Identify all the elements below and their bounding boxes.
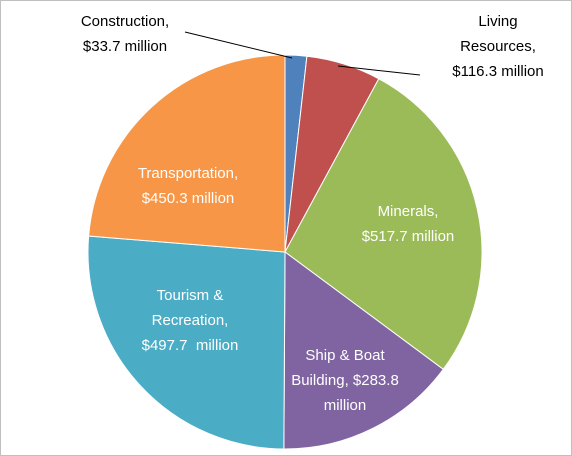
- data-label: Living: [478, 13, 517, 30]
- leader-line: [337, 65, 421, 76]
- data-label: $116.3 million: [452, 63, 543, 80]
- data-label: $517.7 million: [362, 228, 455, 245]
- data-label: Ship & Boat: [305, 347, 385, 364]
- pie-slice: [87, 235, 286, 450]
- data-label: Transportation,: [138, 165, 238, 182]
- data-label: $497.7 million: [142, 337, 239, 354]
- data-label: million: [324, 397, 367, 414]
- pie-slice: [283, 251, 444, 450]
- data-label: Recreation,: [152, 312, 229, 329]
- data-label: Tourism &: [157, 287, 224, 304]
- pie-slice: [284, 78, 483, 371]
- data-label: Resources,: [460, 38, 536, 55]
- data-label: Building, $283.8: [291, 372, 399, 389]
- pie-slice: [88, 54, 286, 253]
- data-label: $450.3 million: [142, 190, 235, 207]
- data-label: Minerals,: [378, 203, 439, 220]
- leader-line: [184, 31, 293, 59]
- data-label: Construction,: [81, 13, 169, 30]
- data-label: $33.7 million: [83, 38, 167, 55]
